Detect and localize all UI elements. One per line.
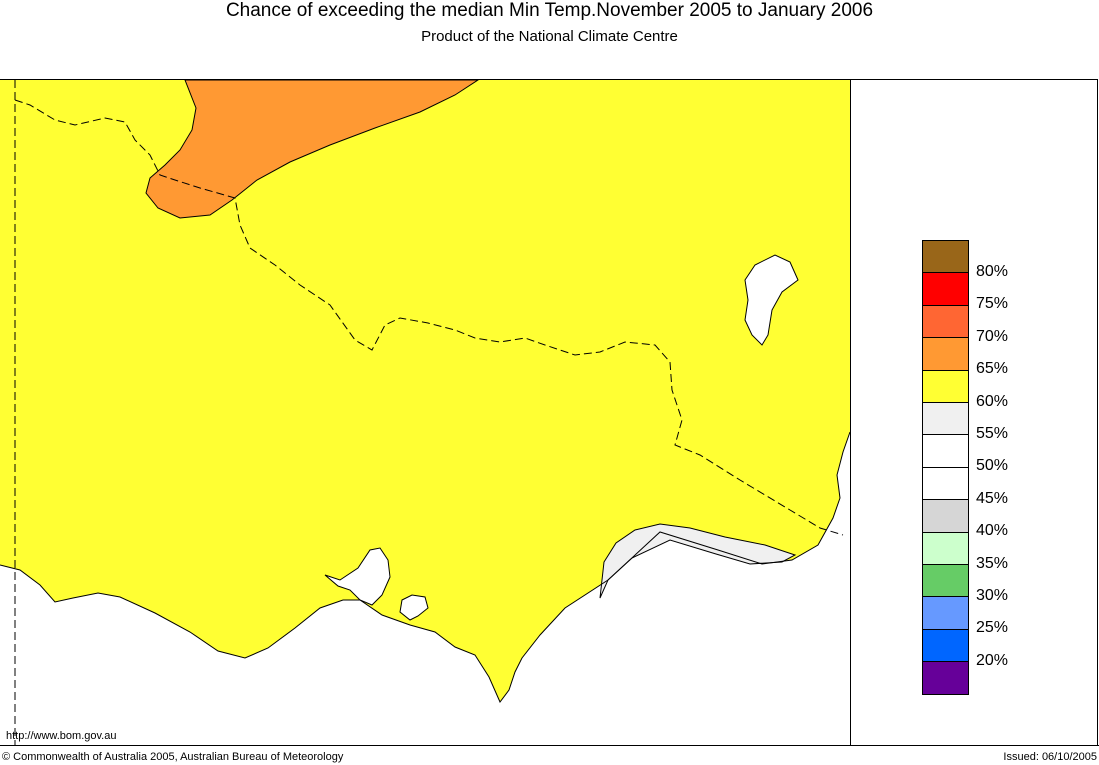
legend-swatch	[923, 402, 968, 436]
legend-swatch	[923, 532, 968, 565]
coastline	[0, 431, 850, 703]
legend-swatch	[923, 273, 968, 306]
legend-label-30: 30%	[976, 587, 1009, 604]
legend-swatch	[923, 305, 968, 339]
copyright-notice: © Commonwealth of Australia 2005, Austra…	[2, 751, 344, 763]
map-divider	[850, 80, 851, 745]
legend-swatch	[923, 370, 968, 403]
legend-label-70: 70%	[976, 327, 1009, 345]
map-frame	[0, 79, 1098, 745]
legend	[922, 240, 969, 696]
legend-swatch	[923, 467, 968, 501]
legend-label-25: 25%	[976, 619, 1009, 637]
western-port	[399, 594, 429, 621]
legend-label-35: 35%	[976, 554, 1009, 572]
legend-swatch	[923, 241, 968, 274]
legend-swatch	[923, 435, 968, 468]
legend-label-50: 50%	[976, 457, 1009, 475]
port-phillip-bay	[324, 547, 391, 606]
zone-65-70	[145, 80, 479, 219]
map-area	[0, 80, 850, 745]
legend-swatch	[923, 500, 968, 533]
legend-label-55: 55%	[976, 425, 1009, 442]
legend-label-45: 45%	[976, 489, 1009, 507]
issued-date: Issued: 06/10/2005	[1003, 751, 1097, 763]
legend-label-80: 80%	[976, 263, 1009, 280]
state-border-nsw	[14, 80, 844, 745]
legend-label-60: 60%	[976, 392, 1009, 410]
legend-label-40: 40%	[976, 522, 1009, 540]
legend-swatch	[923, 338, 968, 371]
map-title: Chance of exceeding the median Min Temp.…	[225, 0, 874, 21]
legend-swatch	[923, 564, 968, 598]
legend-swatch	[923, 629, 968, 663]
legend-label-65: 65%	[976, 360, 1009, 378]
legend-label-20: 20%	[976, 651, 1009, 669]
legend-label-75: 75%	[976, 295, 1009, 313]
footer-divider	[0, 745, 1099, 746]
map-subtitle: Product of the National Climate Centre	[421, 28, 678, 45]
legend-swatch	[923, 662, 968, 695]
bom-url[interactable]: http://www.bom.gov.au	[6, 730, 117, 742]
lake	[744, 254, 799, 346]
legend-swatch	[923, 597, 968, 630]
